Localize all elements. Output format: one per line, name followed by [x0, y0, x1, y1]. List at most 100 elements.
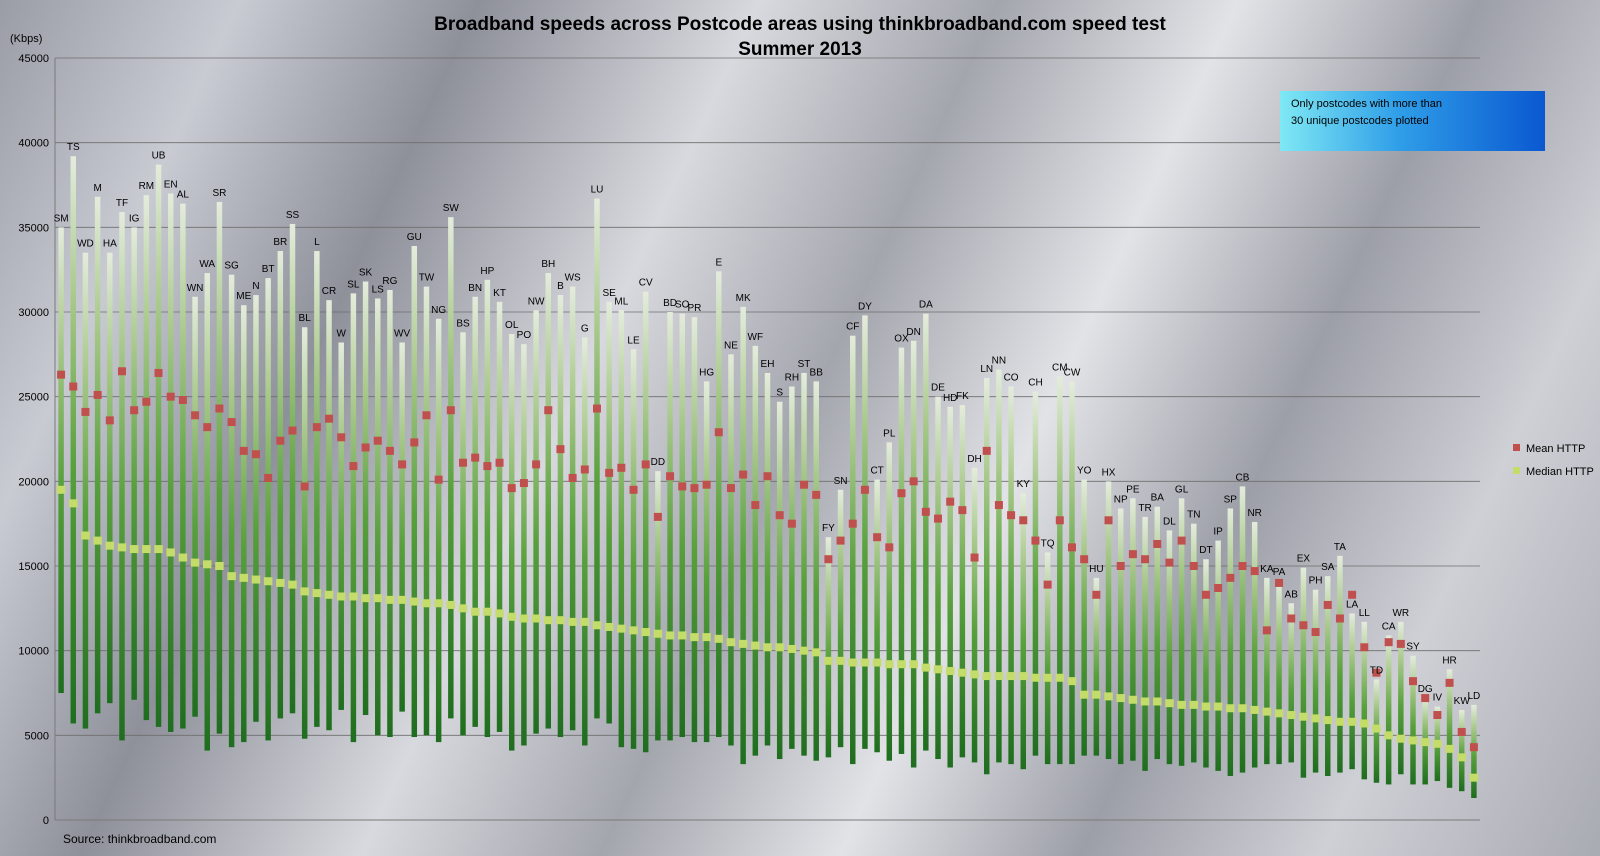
- mean-marker: [787, 519, 796, 528]
- median-marker: [56, 485, 66, 494]
- range-bar: [874, 479, 880, 753]
- median-marker: [142, 545, 151, 554]
- mean-marker: [532, 460, 541, 469]
- mean-marker: [605, 468, 614, 477]
- postcode-label: SN: [834, 476, 848, 487]
- range-bar: [1300, 567, 1307, 778]
- range-bar: [1069, 381, 1075, 765]
- postcode-label: DD: [651, 457, 665, 468]
- median-marker: [885, 660, 894, 669]
- median-marker: [190, 558, 200, 567]
- postcode-label: BH: [541, 259, 555, 270]
- range-bar: [216, 201, 223, 734]
- median-marker: [105, 541, 115, 550]
- postcode-label: IP: [1213, 527, 1223, 538]
- median-marker: [982, 672, 991, 681]
- range-bar: [1239, 486, 1246, 773]
- range-bar: [289, 223, 296, 714]
- mean-marker: [678, 482, 687, 491]
- range-bar: [947, 406, 953, 768]
- median-marker: [1006, 672, 1016, 681]
- mean-marker: [276, 436, 285, 445]
- median-marker: [1420, 738, 1430, 747]
- mean-marker: [1384, 638, 1393, 647]
- mean-marker: [1153, 539, 1162, 548]
- median-marker: [178, 553, 188, 562]
- postcode-label: CW: [1064, 367, 1081, 378]
- range-bar: [1385, 635, 1392, 785]
- range-bar: [1398, 621, 1404, 775]
- range-bar: [837, 489, 844, 748]
- median-marker: [1445, 744, 1454, 753]
- range-bar: [1264, 577, 1270, 765]
- range-bar: [862, 315, 868, 749]
- mean-marker: [398, 460, 407, 469]
- mean-marker: [702, 480, 711, 489]
- y-tick-label: 25000: [18, 392, 49, 404]
- median-marker: [1335, 717, 1345, 726]
- mean-marker: [1019, 516, 1028, 525]
- range-bar: [472, 296, 478, 727]
- mean-marker: [714, 428, 723, 437]
- median-marker: [1031, 673, 1040, 682]
- postcode-label: AB: [1285, 589, 1299, 600]
- range-bar: [983, 378, 990, 775]
- postcode-label: WS: [565, 273, 581, 284]
- median-markers: [56, 485, 1479, 782]
- mean-marker: [1469, 743, 1478, 752]
- range-bar: [387, 289, 393, 738]
- note-box: Only postcodes with more than 30 unique …: [1280, 91, 1545, 151]
- postcode-label: PA: [1273, 567, 1286, 578]
- postcode-label: TQ: [1041, 538, 1055, 549]
- range-bar: [764, 372, 771, 746]
- median-marker: [1201, 702, 1211, 711]
- y-axis: 0 5000 10000 15000 20000 25000 30000 35000 40000…: [18, 53, 49, 827]
- mean-marker: [105, 416, 114, 425]
- mean-marker: [1031, 536, 1040, 545]
- range-bar: [423, 286, 430, 736]
- range-bar: [1032, 391, 1039, 756]
- range-bar: [1276, 581, 1282, 765]
- median-marker: [958, 668, 967, 677]
- mean-marker: [1421, 694, 1430, 703]
- median-marker: [1311, 714, 1320, 723]
- median-marker: [483, 607, 492, 616]
- mean-marker: [1396, 639, 1405, 648]
- median-marker: [458, 604, 468, 613]
- median-marker: [763, 643, 772, 652]
- mean-marker: [994, 501, 1003, 510]
- postcode-label: G: [581, 323, 589, 334]
- postcode-label: HX: [1102, 467, 1116, 478]
- range-bar: [1458, 709, 1465, 792]
- range-bar: [728, 354, 734, 746]
- range-bar: [375, 298, 381, 736]
- postcode-label: DN: [906, 327, 920, 338]
- range-bar: [1349, 613, 1355, 770]
- postcode-label: M: [93, 183, 101, 194]
- median-marker: [653, 629, 663, 638]
- postcode-labels: SMTSWDMHATFIGRMUBENALWNWASRSGMENBTBRSSBL…: [54, 142, 1481, 707]
- median-marker: [1323, 716, 1332, 725]
- median-marker: [787, 644, 797, 653]
- mean-marker: [653, 512, 662, 521]
- postcode-label: GL: [1175, 484, 1189, 495]
- median-marker: [69, 499, 78, 508]
- median-marker: [580, 617, 590, 626]
- mean-marker: [1238, 562, 1247, 570]
- range-bar: [545, 273, 552, 729]
- range-bar: [655, 471, 661, 741]
- median-marker: [1116, 694, 1125, 703]
- median-marker: [1079, 690, 1089, 699]
- legend-median-swatch: [1513, 467, 1520, 474]
- postcode-label: SG: [224, 261, 239, 272]
- median-marker: [690, 633, 699, 642]
- mean-marker: [507, 484, 516, 493]
- median-marker: [702, 633, 711, 642]
- median-marker: [203, 560, 212, 569]
- median-marker: [1055, 673, 1065, 682]
- median-marker: [373, 594, 382, 603]
- median-marker: [848, 658, 857, 667]
- range-bar: [740, 306, 746, 765]
- range-bar: [703, 381, 710, 743]
